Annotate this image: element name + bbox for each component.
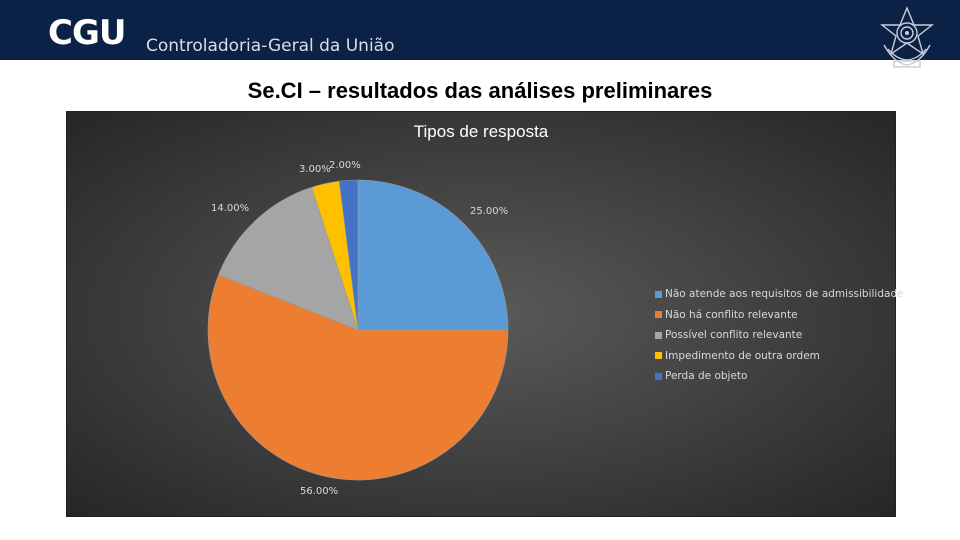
legend-item: Perda de objeto [655, 366, 904, 387]
slice-label-2: 14.00% [211, 203, 250, 214]
legend-swatch [655, 331, 662, 339]
chart-legend: Não atende aos requisitos de admissibili… [655, 284, 904, 387]
legend-item: Impedimento de outra ordem [655, 346, 904, 367]
slide-title: Se.CI – resultados das análises prelimin… [247, 78, 713, 103]
legend-swatch [655, 290, 662, 298]
legend-item: Não há conflito relevante [655, 305, 904, 326]
slice-label-4: 2.00% [329, 160, 361, 171]
legend-label: Impedimento de outra ordem [665, 349, 820, 362]
legend-label: Não atende aos requisitos de admissibili… [665, 288, 904, 301]
slice-label-1: 56.00% [300, 486, 339, 497]
slice-label-3: 3.00% [299, 164, 331, 175]
legend-item: Possível conflito relevante [655, 325, 904, 346]
legend-swatch [655, 352, 662, 360]
chart-title: Tipos de resposta [413, 122, 549, 141]
pie-slice-1 [207, 274, 509, 481]
slice-label-0: 25.00% [470, 206, 509, 217]
pie-chart [207, 179, 509, 481]
legend-swatch [655, 311, 662, 319]
legend-item: Não atende aos requisitos de admissibili… [655, 284, 904, 305]
pie-slice-0 [357, 179, 509, 331]
legend-label: Não há conflito relevante [665, 308, 798, 321]
chart-area: Tipos de resposta 25.00% 56.00% 14.00% 3… [66, 111, 904, 517]
legend-label: Perda de objeto [665, 370, 748, 383]
header-bar: CGU Controladoria-Geral da União [0, 0, 960, 68]
brand-subtitle: Controladoria-Geral da União [146, 36, 395, 56]
brand-logo: CGU [48, 13, 126, 53]
pie-slice-4 [338, 179, 359, 331]
coat-of-arms-icon [879, 6, 935, 68]
legend-swatch [655, 372, 662, 380]
legend-label: Possível conflito relevante [665, 329, 803, 342]
